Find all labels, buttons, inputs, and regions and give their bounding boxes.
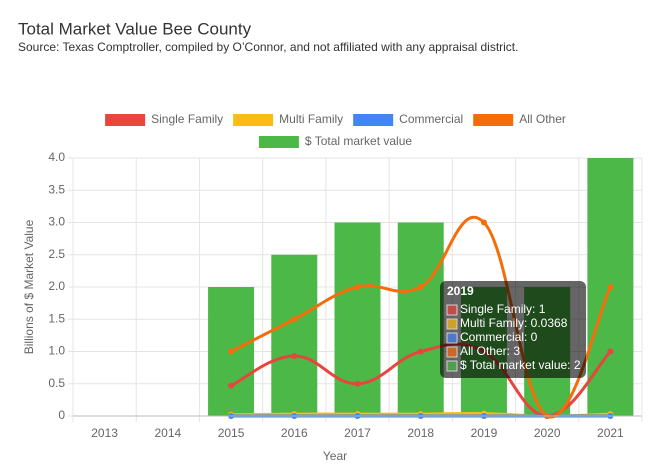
point — [354, 380, 361, 387]
legend-swatch — [233, 114, 274, 126]
tooltip-line: All Other: 3 — [460, 344, 520, 358]
legend-label: Single Family — [151, 112, 223, 126]
tooltip-line: Commercial: 0 — [460, 330, 538, 344]
tooltip-swatch — [446, 304, 458, 316]
point — [417, 348, 424, 355]
tooltip-swatch — [446, 346, 458, 358]
x-tick-label: 2021 — [597, 426, 624, 440]
tooltip-swatch — [446, 332, 458, 344]
tooltip-line: Multi Family: 0.0368 — [460, 316, 568, 330]
legend-swatch — [258, 136, 299, 148]
legend-swatch — [353, 114, 394, 126]
x-tick-label: 2019 — [471, 426, 498, 440]
y-tick-label: 1.5 — [48, 311, 65, 325]
legend-label: Commercial — [399, 112, 463, 126]
y-tick-label: 2.0 — [48, 279, 65, 293]
legend-label: $ Total market value — [305, 134, 412, 148]
point — [354, 284, 361, 290]
y-tick-label: 0 — [58, 408, 65, 422]
tooltip-line: Single Family: 1 — [460, 302, 546, 316]
bar — [397, 222, 444, 416]
chart-title: Total Market Value Bee County — [18, 19, 252, 38]
point — [291, 316, 298, 323]
x-tick-label: 2018 — [407, 426, 434, 440]
x-axis-label: Year — [323, 449, 347, 463]
tooltip-title: 2019 — [447, 284, 474, 298]
legend-item: Multi Family — [233, 112, 343, 126]
bar — [271, 254, 318, 416]
legend-swatch — [105, 114, 146, 126]
tooltip-swatch — [446, 318, 458, 330]
y-tick-label: 3.0 — [48, 215, 65, 229]
tooltip-box — [440, 281, 586, 378]
point — [291, 353, 298, 360]
x-tick-label: 2013 — [91, 426, 118, 440]
line — [230, 215, 612, 419]
y-tick-label: 3.5 — [48, 182, 65, 196]
x-tick-label: 2017 — [344, 426, 371, 440]
x-tick-label: 2014 — [154, 426, 181, 440]
legend-item: $ Total market value — [258, 134, 412, 148]
legend-item: Single Family — [105, 112, 223, 126]
x-tick-label: 2020 — [534, 426, 561, 440]
y-tick-label: 1.0 — [48, 344, 65, 358]
point — [607, 284, 614, 290]
point — [228, 382, 235, 389]
tooltip-swatch — [446, 360, 458, 372]
point — [228, 348, 235, 355]
x-tick-label: 2016 — [281, 426, 308, 440]
legend-item: All Other — [473, 112, 566, 126]
legend-label: Multi Family — [279, 112, 343, 126]
chart-subtitle: Source: Texas Comptroller, compiled by O… — [18, 40, 518, 54]
y-tick-label: 2.5 — [48, 247, 65, 261]
tooltip-line: $ Total market value: 2 — [460, 358, 581, 372]
bar — [334, 222, 381, 416]
y-axis-label: Billions of $ Market Value — [22, 219, 36, 354]
point — [607, 348, 614, 355]
y-tick-label: 0.5 — [48, 376, 65, 390]
x-tick-label: 2015 — [218, 426, 245, 440]
y-tick-label: 4.0 — [48, 150, 65, 164]
legend-swatch — [473, 114, 514, 126]
point — [480, 219, 487, 226]
point — [417, 284, 424, 290]
legend-item: Commercial — [353, 112, 463, 126]
legend-label: All Other — [519, 112, 566, 126]
